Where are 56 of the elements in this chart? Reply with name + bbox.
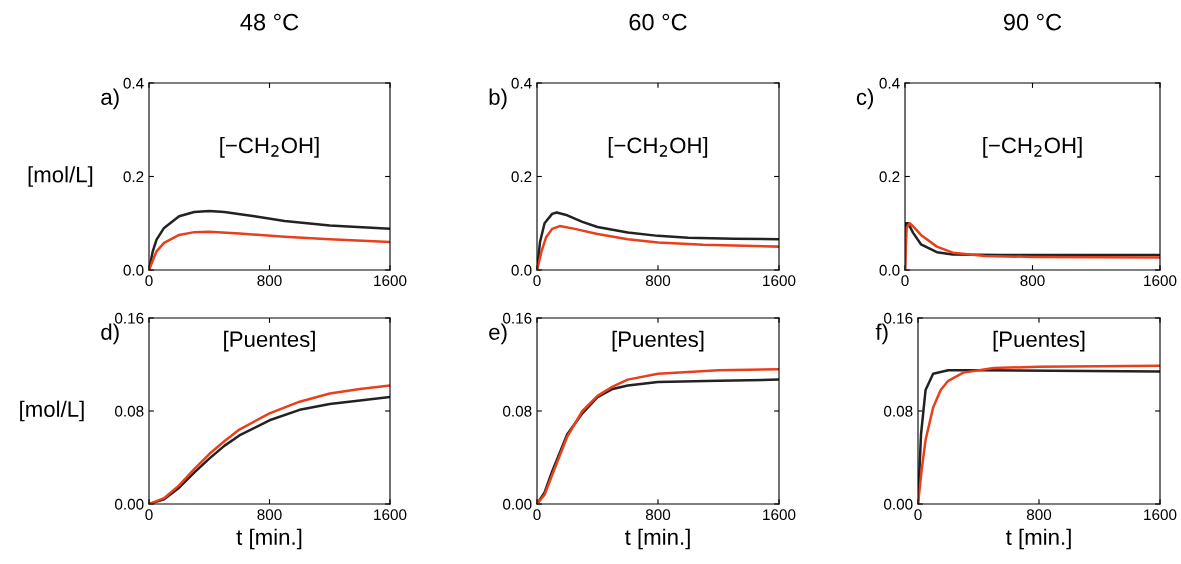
x-axis-title: t [min.]: [1006, 528, 1071, 550]
y-axis-title: [mol/L]: [20, 400, 84, 422]
text: e): [489, 323, 507, 345]
text: c): [856, 88, 874, 110]
x-tick-label: 800: [1020, 275, 1045, 287]
x-tick-label: 800: [257, 509, 282, 521]
y-tick-label: 0.0: [511, 264, 532, 276]
y-tick-label: 0.08: [884, 405, 913, 417]
annotation: [Puentes]: [612, 330, 704, 352]
text: f): [875, 323, 888, 345]
y-tick-label: 0.00: [503, 498, 532, 510]
y-tick-label: 0.0: [123, 264, 144, 276]
y-tick-label: 0.16: [115, 312, 144, 324]
y-tick-label: 0.2: [123, 171, 144, 183]
x-tick-label: 800: [645, 509, 671, 521]
annotation: [Puentes]: [993, 330, 1085, 352]
y-tick-label: 0.0: [879, 264, 900, 276]
x-tick-label: 1600: [1144, 509, 1177, 521]
x-tick-label: 800: [645, 275, 671, 287]
y-tick-label: 0.00: [884, 498, 913, 510]
annotation: [−CH$_{2}$OH]: [608, 136, 708, 158]
y-tick-label: 0.2: [511, 171, 532, 183]
y-tick-label: 0.2: [879, 171, 900, 183]
x-tick-label: 800: [1026, 509, 1052, 521]
x-tick-label: 1600: [374, 509, 407, 521]
y-tick-label: 0.08: [503, 405, 532, 417]
x-tick-label: 0: [145, 275, 153, 287]
y-tick-label: 0.4: [511, 77, 532, 89]
x-tick-label: 800: [257, 275, 282, 287]
x-tick-label: 0: [901, 275, 909, 287]
x-tick-label: 0: [533, 275, 541, 287]
y-tick-label: 0.08: [115, 405, 144, 417]
y-tick-label: 0.00: [115, 498, 144, 510]
x-tick-label: 1600: [1144, 275, 1177, 287]
text: b): [489, 88, 507, 110]
y-axis-title: [mol/L]: [28, 166, 93, 187]
annotation: [−CH$_{2}$OH]: [220, 136, 319, 158]
y-tick-label: 0.16: [503, 312, 532, 324]
annotation: [Puentes]: [224, 330, 315, 352]
x-tick-label: 0: [914, 509, 922, 521]
x-tick-label: 1600: [374, 275, 407, 287]
x-axis-title: t [min.]: [236, 528, 302, 550]
text: a): [101, 88, 119, 110]
chart-title: 90 °C: [1003, 13, 1062, 31]
x-tick-label: 0: [145, 509, 153, 521]
y-tick-label: 0.4: [123, 77, 144, 89]
x-tick-label: 0: [533, 509, 541, 521]
x-tick-label: 1600: [763, 275, 796, 287]
y-tick-label: 0.16: [884, 312, 913, 324]
y-tick-label: 0.4: [879, 77, 900, 89]
text: d): [101, 323, 119, 345]
x-axis-title: t [min.]: [625, 528, 690, 550]
chart-title: 48 °C: [240, 13, 299, 31]
annotation: [−CH$_{2}$OH]: [983, 136, 1082, 158]
x-tick-label: 1600: [763, 509, 796, 521]
chart-title: 60 °C: [629, 13, 687, 31]
